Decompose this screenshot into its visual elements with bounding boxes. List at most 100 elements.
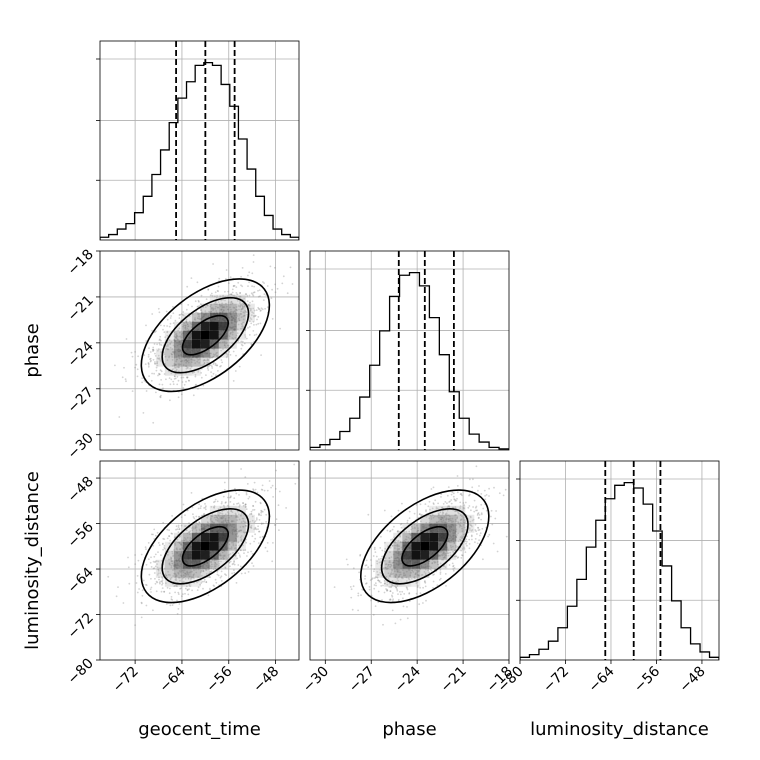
scatter-point — [198, 515, 200, 518]
scatter-point — [250, 292, 253, 295]
density-cell — [420, 523, 430, 533]
scatter-point — [253, 521, 256, 524]
scatter-point — [160, 370, 163, 373]
scatter-point — [227, 496, 229, 499]
scatter-point — [156, 364, 159, 367]
scatter-point — [440, 496, 442, 498]
scatter-point — [391, 538, 394, 541]
scatter-point — [158, 357, 161, 360]
scatter-point — [169, 383, 172, 386]
scatter-point — [200, 376, 203, 379]
density-cell — [200, 330, 210, 340]
scatter-point — [482, 558, 484, 561]
scatter-point — [207, 522, 210, 525]
scatter-point — [255, 309, 258, 311]
scatter-point — [239, 526, 242, 528]
scatter-point — [402, 597, 404, 600]
scatter-point — [406, 580, 408, 582]
scatter-point — [275, 518, 278, 521]
scatter-point — [480, 518, 482, 521]
density-cell — [182, 357, 192, 367]
scatter-point — [456, 516, 459, 518]
scatter-point — [195, 383, 198, 386]
scatter-point — [439, 577, 442, 580]
y-tick-label: −30 — [65, 430, 97, 462]
scatter-point — [168, 529, 171, 532]
scatter-point — [233, 571, 236, 574]
scatter-point — [374, 582, 377, 585]
density-cell — [447, 523, 457, 533]
scatter-point — [357, 609, 359, 612]
density-cell — [447, 541, 457, 551]
scatter-point — [255, 333, 258, 336]
density-cell — [209, 303, 219, 313]
density-cell — [245, 312, 255, 322]
scatter-point — [260, 509, 262, 512]
scatter-point — [191, 372, 194, 374]
x-tick-label: −72 — [110, 664, 142, 696]
scatter-point — [236, 332, 239, 335]
scatter-point — [432, 486, 435, 489]
scatter-point — [241, 302, 244, 305]
scatter-point — [245, 337, 248, 340]
scatter-point — [169, 346, 172, 349]
scatter-point — [258, 513, 261, 516]
axes-frame — [99, 460, 300, 661]
scatter-point — [251, 311, 254, 314]
scatter-point — [235, 492, 238, 495]
scatter-point — [239, 295, 242, 298]
scatter-point — [203, 359, 206, 361]
scatter-point — [186, 366, 189, 369]
scatter-point — [207, 288, 210, 291]
scatter-point — [177, 379, 180, 382]
scatter-point — [236, 300, 239, 302]
scatter-point — [249, 308, 252, 311]
scatter-point — [163, 351, 165, 354]
scatter-point — [225, 269, 228, 271]
scatter-point — [377, 590, 380, 593]
scatter-point — [147, 363, 150, 366]
scatter-point — [220, 560, 222, 563]
scatter-point — [178, 579, 181, 582]
scatter-point — [241, 327, 244, 330]
scatter-point — [253, 285, 256, 288]
scatter-point — [357, 592, 360, 595]
density-cell — [402, 532, 412, 542]
density-cell — [411, 568, 421, 578]
scatter-point — [239, 302, 241, 304]
scatter-point — [229, 560, 232, 563]
scatter-point — [140, 616, 143, 619]
scatter-point — [182, 376, 185, 379]
scatter-point — [210, 292, 213, 295]
scatter-point — [460, 525, 463, 528]
scatter-point — [231, 563, 234, 566]
scatter-point — [202, 384, 205, 387]
scatter-point — [370, 599, 372, 602]
scatter-point — [465, 538, 468, 541]
scatter-point — [204, 508, 207, 511]
scatter-point — [237, 305, 240, 307]
scatter-point — [474, 523, 477, 526]
scatter-point — [475, 509, 477, 512]
scatter-point — [182, 503, 185, 506]
scatter-point — [460, 557, 463, 559]
scatter-point — [196, 281, 199, 284]
x-tick-label: −72 — [540, 664, 572, 696]
scatter-point — [395, 586, 397, 589]
density-cell — [420, 559, 430, 569]
scatter-point — [142, 412, 145, 414]
density-cell — [236, 321, 246, 331]
scatter-point — [121, 376, 124, 379]
scatter-point — [202, 570, 205, 573]
scatter-point — [211, 295, 214, 297]
density-cell — [420, 514, 430, 524]
scatter-point — [459, 505, 462, 507]
scatter-point — [375, 584, 377, 587]
scatter-point — [470, 534, 473, 537]
scatter-point — [188, 379, 191, 382]
scatter-point — [247, 551, 249, 554]
scatter-point — [389, 561, 391, 564]
scatter-point — [422, 602, 424, 604]
scatter-point — [233, 497, 236, 499]
scatter-point — [247, 304, 250, 306]
